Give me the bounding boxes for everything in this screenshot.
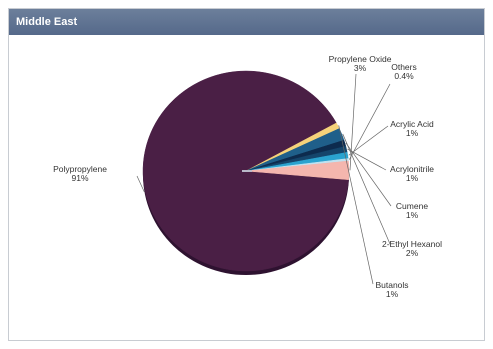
slice-label-2-ethyl-hexanol: 2-Ethyl Hexanol — [382, 239, 442, 249]
leader-line-butanols — [338, 125, 374, 285]
slice-value-acrylonitrile: 1% — [406, 173, 419, 183]
slice-label-acrylic-acid: Acrylic Acid — [390, 119, 434, 129]
slice-value-butanols: 1% — [386, 289, 399, 299]
chart-panel: Middle East — [8, 8, 485, 341]
slice-value-2-ethyl-hexanol: 2% — [406, 248, 419, 258]
leader-line-2-ethyl-hexanol — [342, 133, 391, 245]
leader-line-others — [349, 83, 391, 160]
panel-title: Middle East — [9, 9, 484, 35]
slice-label-polypropylene: Polypropylene — [53, 164, 107, 174]
leader-line-cumene — [345, 142, 392, 207]
leader-line-acrylic-acid — [348, 125, 389, 156]
leader-line-propylene-oxide — [349, 73, 357, 171]
slice-value-polypropylene: 91% — [71, 173, 88, 183]
pie-slice-propylene-oxide — [245, 160, 350, 180]
slice-value-acrylic-acid: 1% — [406, 128, 419, 138]
leader-line-acrylonitrile — [347, 148, 387, 171]
slice-label-cumene: Cumene — [396, 201, 428, 211]
slice-value-propylene-oxide: 3% — [354, 63, 367, 73]
slice-value-cumene: 1% — [406, 210, 419, 220]
slice-value-others: 0.4% — [394, 71, 414, 81]
leader-line-polypropylene — [136, 175, 145, 192]
slice-label-acrylonitrile: Acrylonitrile — [390, 164, 434, 174]
slice-label-propylene-oxide: Propylene Oxide — [329, 54, 392, 64]
slice-label-others: Others — [391, 62, 417, 72]
slice-label-butanols: Butanols — [375, 280, 408, 290]
